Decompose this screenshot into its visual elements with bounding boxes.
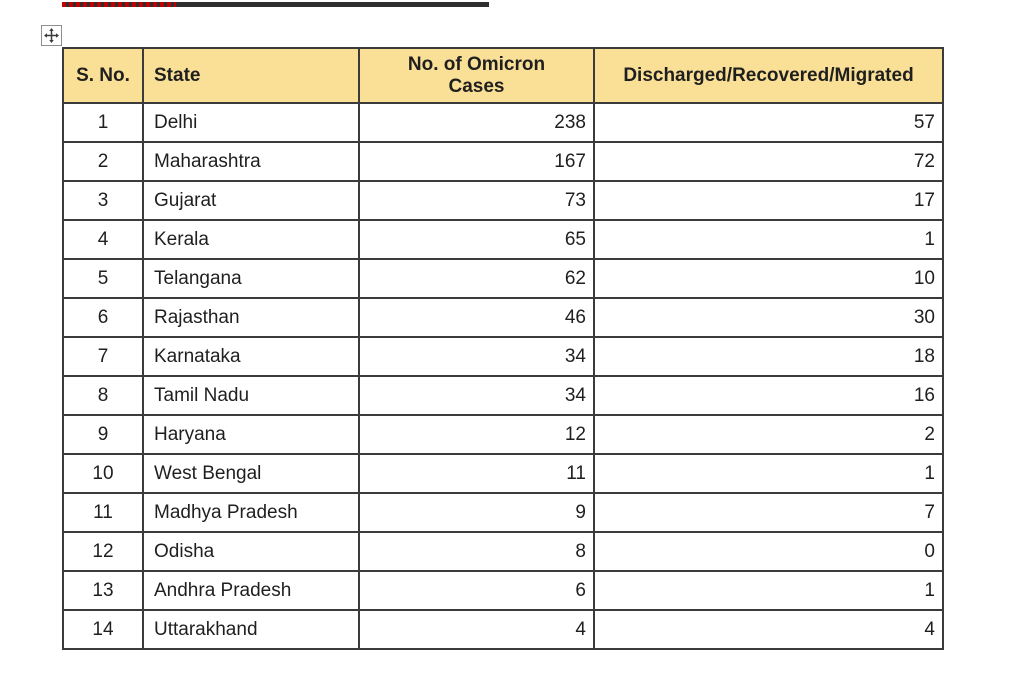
- move-icon: [44, 28, 59, 43]
- table-row: 5 Telangana 62 10: [62, 258, 944, 299]
- cell-state[interactable]: Haryana: [142, 414, 360, 455]
- cell-sno[interactable]: 9: [62, 414, 144, 455]
- table-row: 3 Gujarat 73 17: [62, 180, 944, 221]
- cell-cases[interactable]: 73: [358, 180, 595, 221]
- cell-cases[interactable]: 4: [358, 609, 595, 650]
- cell-state[interactable]: Telangana: [142, 258, 360, 299]
- cell-sno[interactable]: 5: [62, 258, 144, 299]
- cell-sno[interactable]: 14: [62, 609, 144, 650]
- cell-state[interactable]: West Bengal: [142, 453, 360, 494]
- cell-state[interactable]: Odisha: [142, 531, 360, 572]
- cell-state[interactable]: Kerala: [142, 219, 360, 260]
- cell-cases[interactable]: 167: [358, 141, 595, 182]
- cell-cases[interactable]: 62: [358, 258, 595, 299]
- cell-sno[interactable]: 2: [62, 141, 144, 182]
- cell-cases[interactable]: 9: [358, 492, 595, 533]
- table-row: 12 Odisha 8 0: [62, 531, 944, 572]
- cell-sno[interactable]: 7: [62, 336, 144, 377]
- cell-discharged[interactable]: 4: [593, 609, 944, 650]
- cell-discharged[interactable]: 16: [593, 375, 944, 416]
- column-header-cases-label: No. of Omicron Cases: [407, 53, 546, 97]
- column-header-sno[interactable]: S. No.: [62, 47, 144, 104]
- table-row: 9 Haryana 12 2: [62, 414, 944, 455]
- cell-cases[interactable]: 8: [358, 531, 595, 572]
- table-move-handle[interactable]: [41, 25, 62, 46]
- table-row: 8 Tamil Nadu 34 16: [62, 375, 944, 416]
- cell-sno[interactable]: 8: [62, 375, 144, 416]
- cell-discharged[interactable]: 72: [593, 141, 944, 182]
- table-row: 13 Andhra Pradesh 6 1: [62, 570, 944, 611]
- table-row: 14 Uttarakhand 4 4: [62, 609, 944, 650]
- table-row: 6 Rajasthan 46 30: [62, 297, 944, 338]
- cell-state[interactable]: Maharashtra: [142, 141, 360, 182]
- cell-state[interactable]: Rajasthan: [142, 297, 360, 338]
- cell-state[interactable]: Uttarakhand: [142, 609, 360, 650]
- cell-discharged[interactable]: 2: [593, 414, 944, 455]
- cell-sno[interactable]: 13: [62, 570, 144, 611]
- column-header-state[interactable]: State: [142, 47, 360, 104]
- table-row: 11 Madhya Pradesh 9 7: [62, 492, 944, 533]
- table-row: 4 Kerala 65 1: [62, 219, 944, 260]
- cell-discharged[interactable]: 1: [593, 219, 944, 260]
- omicron-cases-table: S. No. State No. of Omicron Cases Discha…: [62, 47, 944, 650]
- cell-sno[interactable]: 10: [62, 453, 144, 494]
- column-header-discharged[interactable]: Discharged/Recovered/Migrated: [593, 47, 944, 104]
- cell-state[interactable]: Madhya Pradesh: [142, 492, 360, 533]
- cell-discharged[interactable]: 30: [593, 297, 944, 338]
- cell-discharged[interactable]: 1: [593, 453, 944, 494]
- cell-cases[interactable]: 6: [358, 570, 595, 611]
- cell-cases[interactable]: 12: [358, 414, 595, 455]
- table-row: 1 Delhi 238 57: [62, 102, 944, 143]
- cell-state[interactable]: Gujarat: [142, 180, 360, 221]
- cell-cases[interactable]: 238: [358, 102, 595, 143]
- cell-sno[interactable]: 1: [62, 102, 144, 143]
- cell-state[interactable]: Delhi: [142, 102, 360, 143]
- cell-sno[interactable]: 11: [62, 492, 144, 533]
- cell-discharged[interactable]: 0: [593, 531, 944, 572]
- column-header-cases[interactable]: No. of Omicron Cases: [358, 47, 595, 104]
- table-row: 2 Maharashtra 167 72: [62, 141, 944, 182]
- cell-discharged[interactable]: 10: [593, 258, 944, 299]
- spellcheck-underline: [62, 2, 176, 7]
- cutoff-heading-underline: [62, 2, 489, 7]
- cell-discharged[interactable]: 57: [593, 102, 944, 143]
- cell-cases[interactable]: 46: [358, 297, 595, 338]
- header-row: S. No. State No. of Omicron Cases Discha…: [62, 47, 944, 104]
- cell-state[interactable]: Andhra Pradesh: [142, 570, 360, 611]
- cell-sno[interactable]: 3: [62, 180, 144, 221]
- table-row: 7 Karnataka 34 18: [62, 336, 944, 377]
- cell-sno[interactable]: 12: [62, 531, 144, 572]
- cell-discharged[interactable]: 7: [593, 492, 944, 533]
- table-row: 10 West Bengal 11 1: [62, 453, 944, 494]
- cell-cases[interactable]: 11: [358, 453, 595, 494]
- cell-discharged[interactable]: 17: [593, 180, 944, 221]
- cell-sno[interactable]: 4: [62, 219, 144, 260]
- cell-state[interactable]: Tamil Nadu: [142, 375, 360, 416]
- cell-cases[interactable]: 34: [358, 336, 595, 377]
- cell-cases[interactable]: 34: [358, 375, 595, 416]
- cell-cases[interactable]: 65: [358, 219, 595, 260]
- cell-discharged[interactable]: 1: [593, 570, 944, 611]
- cell-sno[interactable]: 6: [62, 297, 144, 338]
- cell-state[interactable]: Karnataka: [142, 336, 360, 377]
- table-body: 1 Delhi 238 57 2 Maharashtra 167 72 3 Gu…: [62, 102, 944, 650]
- cell-discharged[interactable]: 18: [593, 336, 944, 377]
